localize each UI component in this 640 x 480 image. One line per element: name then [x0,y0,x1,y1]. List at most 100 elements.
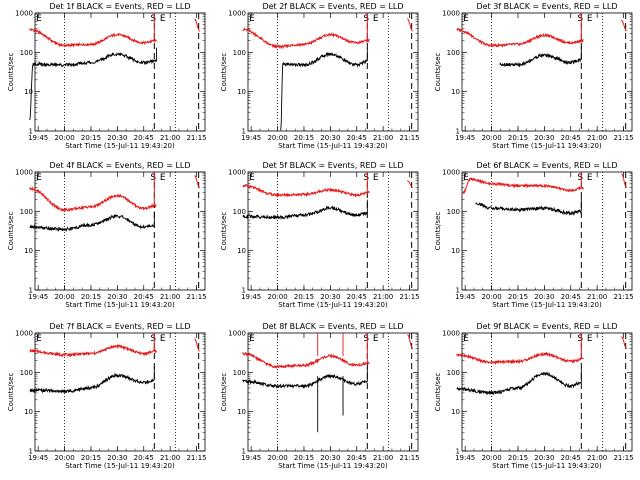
y-tick-label: 1000 [228,169,246,177]
black-events-line [242,205,368,220]
x-tick-label: 21:15 [399,134,419,142]
start-marker-s: S [363,14,369,24]
y-tick-label: 100 [447,208,460,216]
black-events-line [456,371,582,396]
end-marker-e-left: E [249,334,255,344]
y-tick-label: 1000 [442,10,460,18]
x-tick-label: 20:15 [81,454,101,462]
red-lld-line [29,343,157,358]
black-events-line [29,213,155,233]
black-events-line [475,202,582,217]
panel-title: Det 1f BLACK = Events, RED = LLD [49,2,190,11]
x-tick-label: 21:15 [399,454,419,462]
end-marker-e: E [587,14,593,24]
x-tick-label: 20:15 [294,134,314,142]
y-tick-label: 100 [447,49,460,57]
x-axis-label: Start Time (15-Jul-11 19:43:20) [65,301,175,309]
start-marker-s: S [150,334,156,344]
panel-title: Det 3f BLACK = Events, RED = LLD [476,2,617,11]
end-marker-e-left: E [249,14,255,24]
end-marker-e: E [587,173,593,183]
plot-frame [34,12,206,132]
x-tick-label: 21:00 [587,293,607,301]
y-tick-label: 1000 [15,330,33,338]
x-axis-label: Start Time (15-Jul-11 19:43:20) [492,301,602,309]
start-marker-s: S [150,14,156,24]
x-tick-label: 20:45 [561,134,581,142]
plot-frame [247,12,419,132]
end-marker-e-left: E [249,173,255,183]
y-tick-label: 1000 [228,330,246,338]
x-axis-label: Start Time (15-Jul-11 19:43:20) [278,301,388,309]
panel-title: Det 9f BLACK = Events, RED = LLD [476,322,617,331]
y-tick-label: 1 [456,287,460,295]
panel-title: Det 6f BLACK = Events, RED = LLD [476,161,617,170]
y-axis-label: Counts/sec [220,373,228,412]
x-tick-label: 20:45 [134,293,154,301]
y-tick-label: 10 [237,247,246,255]
plot-frame [34,171,206,291]
end-marker-e: E [160,173,166,183]
red-lld-tail [194,175,200,189]
red-lld-line [29,28,157,49]
black-events-line [242,373,368,389]
x-tick-label: 20:30 [320,454,340,462]
end-marker-e: E [587,334,593,344]
x-tick-label: 20:15 [81,134,101,142]
y-tick-label: 1000 [442,330,460,338]
end-marker-e: E [373,173,379,183]
end-marker-e-left: E [36,334,42,344]
x-tick-label: 21:15 [399,293,419,301]
panel-1: Det 1f BLACK = Events, RED = LLD 1 10 100 10… [7,2,207,150]
y-tick-label: 1 [242,128,246,136]
y-tick-label: 100 [447,369,460,377]
plot-frame [461,12,633,132]
y-tick-label: 10 [24,88,33,96]
end-marker-e-left: E [463,173,469,183]
y-tick-label: 10 [451,247,460,255]
y-tick-label: 100 [20,208,33,216]
x-tick-label: 20:00 [54,293,74,301]
y-axis-label: Counts/sec [434,212,442,251]
panel-title: Det 4f BLACK = Events, RED = LLD [49,161,190,170]
x-tick-label: 20:15 [81,293,101,301]
y-axis-label: Counts/sec [220,212,228,251]
x-tick-label: 20:00 [267,293,287,301]
x-tick-label: 20:30 [320,293,340,301]
start-marker-s: S [363,173,369,183]
panel-7: Det 7f BLACK = Events, RED = LLD 1 10 100 10… [7,322,207,470]
x-tick-label: 21:00 [587,454,607,462]
y-tick-label: 1 [456,128,460,136]
plot-frame [247,171,419,291]
x-tick-label: 20:45 [134,454,154,462]
red-lld-tail [194,338,200,352]
x-tick-label: 19:45 [241,134,261,142]
y-tick-label: 1 [29,287,33,295]
x-tick-label: 19:45 [455,454,475,462]
red-lld-line [242,27,370,50]
y-axis-label: Counts/sec [7,53,15,92]
x-tick-label: 21:15 [613,454,633,462]
x-tick-label: 19:45 [241,454,261,462]
x-axis-label: Start Time (15-Jul-11 19:43:20) [65,142,175,150]
start-marker-s: S [363,334,369,344]
plot-frame [34,332,206,452]
y-tick-label: 10 [24,247,33,255]
y-tick-label: 100 [20,369,33,377]
panel-8: Det 8f BLACK = Events, RED = LLD 1 10 100 10… [220,322,420,470]
end-marker-e-left: E [463,334,469,344]
x-tick-label: 20:15 [508,454,528,462]
y-tick-label: 1000 [15,169,33,177]
red-lld-line [242,351,370,369]
red-lld-tail [621,173,627,189]
x-tick-label: 20:45 [561,454,581,462]
end-marker-e: E [373,14,379,24]
panel-2: Det 2f BLACK = Events, RED = LLD 1 10 100 10… [220,2,420,150]
x-tick-label: 21:00 [373,293,393,301]
panel-6: Det 6f BLACK = Events, RED = LLD 1 10 100 10… [434,161,634,309]
x-tick-label: 20:30 [107,134,127,142]
x-tick-label: 20:30 [534,293,554,301]
panel-title: Det 2f BLACK = Events, RED = LLD [262,2,403,11]
panel-title: Det 8f BLACK = Events, RED = LLD [262,322,403,331]
x-tick-label: 19:45 [455,134,475,142]
